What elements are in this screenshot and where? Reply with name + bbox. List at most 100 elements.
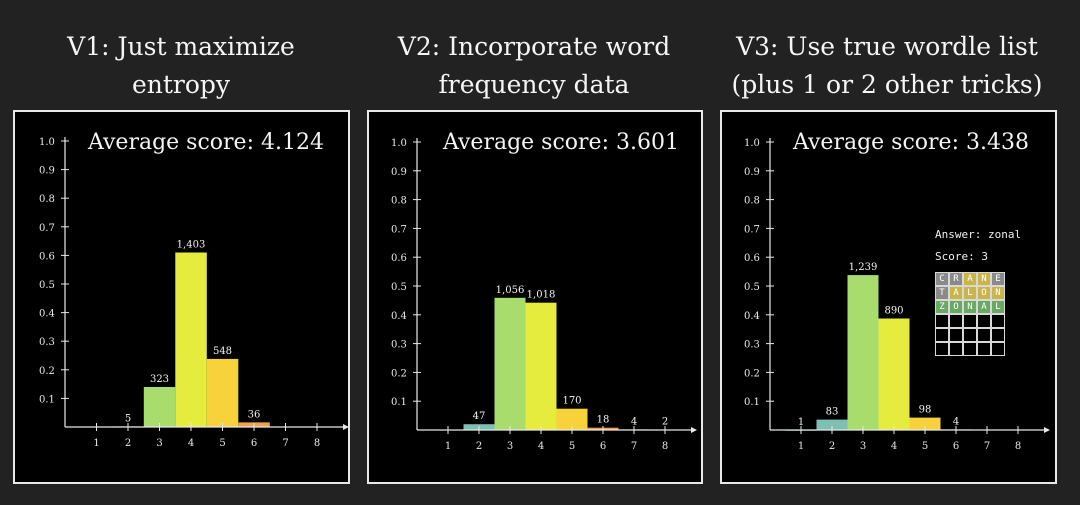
y-tick-label: 0.2 <box>744 368 760 379</box>
wordle-cell: Z <box>935 300 949 314</box>
example-answer: Answer: zonal <box>935 228 1022 241</box>
y-tick-label: 0.4 <box>744 311 760 322</box>
y-tick-label: 0.2 <box>39 366 55 377</box>
wordle-cell: A <box>963 272 977 286</box>
wordle-cell: A <box>949 286 963 300</box>
bar-2 <box>816 419 848 430</box>
x-tick-label: 6 <box>953 441 959 452</box>
x-tick-label: 2 <box>476 441 482 452</box>
count-label: 323 <box>150 374 169 385</box>
chart-panel-v3: Average score: 3.438 0.1 0.2 0.3 0.4 0.5 0.6 0… <box>720 110 1057 484</box>
count-label: 890 <box>884 306 903 317</box>
count-label: 18 <box>597 415 610 426</box>
y-tick-label: 0.6 <box>744 253 760 264</box>
wordle-cell <box>949 342 963 356</box>
count-label: 4 <box>953 416 959 427</box>
y-tick-label: 0.8 <box>744 196 760 207</box>
y-tick-label: 0.9 <box>391 167 407 178</box>
y-tick-label: 0.1 <box>744 397 760 408</box>
bar-4 <box>525 302 557 430</box>
wordle-cell: A <box>977 300 991 314</box>
wordle-cell: O <box>977 286 991 300</box>
histogram-v3: 0.1 0.2 0.3 0.4 0.5 0.6 0.7 0.8 0.9 1.0 1 2 3 4 5 6 7 8 Sc… <box>744 138 1050 452</box>
y-tick-label: 0.6 <box>39 251 55 262</box>
wordle-cell: E <box>991 272 1005 286</box>
y-tick-label: 0.2 <box>391 368 407 379</box>
wordle-cell <box>935 342 949 356</box>
wordle-cell: N <box>991 286 1005 300</box>
y-tick-label: 1.0 <box>744 138 760 149</box>
y-tick-label: 0.3 <box>744 340 760 351</box>
y-tick-label: 0.1 <box>391 397 407 408</box>
y-tick-label: 0.3 <box>391 340 407 351</box>
wordle-cell <box>949 328 963 342</box>
bar-3 <box>494 297 526 430</box>
y-tick-label: 0.8 <box>391 196 407 207</box>
x-tick-label: 7 <box>631 441 637 452</box>
wordle-cell <box>991 314 1005 328</box>
chart-panel-v2: Average score: 3.601 0.1 0.2 0.3 0.4 0.5 0.6 0… <box>367 110 703 484</box>
x-tick-label: 3 <box>156 438 162 449</box>
x-tick-label: 7 <box>984 441 990 452</box>
x-tick-label: 2 <box>829 441 835 452</box>
bar-4 <box>878 318 910 430</box>
count-label: 98 <box>919 405 932 416</box>
wordle-cell: N <box>977 272 991 286</box>
bar-4 <box>175 252 207 427</box>
count-label: 548 <box>213 346 232 357</box>
average-score-v1: Average score: 4.124 <box>88 130 324 155</box>
x-tick-label: 2 <box>125 438 131 449</box>
wordle-cell <box>949 314 963 328</box>
column-title-v3: V3: Use true wordle list (plus 1 or 2 ot… <box>731 32 1043 99</box>
x-tick-label: 3 <box>507 441 513 452</box>
x-axis-arrow <box>343 424 348 430</box>
y-tick-label: 0.8 <box>39 194 55 205</box>
count-label: 1,403 <box>177 240 206 251</box>
example-score: Score: 3 <box>935 250 988 263</box>
wordle-cell <box>991 342 1005 356</box>
y-tick-label: 0.9 <box>744 167 760 178</box>
x-tick-label: 5 <box>922 441 928 452</box>
x-tick-label: 5 <box>569 441 575 452</box>
wordle-cell <box>977 328 991 342</box>
y-tick-label: 0.4 <box>391 311 407 322</box>
y-tick-label: 1.0 <box>391 138 407 149</box>
x-tick-label: 4 <box>538 441 544 452</box>
x-tick-label: 7 <box>282 438 288 449</box>
x-tick-label: 6 <box>251 438 257 449</box>
bar-3 <box>143 387 176 427</box>
x-tick-label: 4 <box>891 441 897 452</box>
count-label: 36 <box>248 409 261 420</box>
y-tick-label: 0.5 <box>391 282 407 293</box>
count-label: 1,239 <box>849 262 878 273</box>
count-label: 1,056 <box>496 285 525 296</box>
count-label: 1,018 <box>527 290 556 301</box>
count-label: 4 <box>631 416 637 427</box>
wordle-cell: N <box>963 300 977 314</box>
x-tick-label: 1 <box>798 441 804 452</box>
x-tick-label: 4 <box>188 438 194 449</box>
y-tick-label: 0.7 <box>744 224 760 235</box>
wordle-cell <box>935 314 949 328</box>
bar-5 <box>556 408 588 430</box>
bar-5 <box>206 358 239 427</box>
wordle-cell: L <box>991 300 1005 314</box>
y-tick-label: 1.0 <box>39 137 55 148</box>
column-title-v1: V1: Just maximize entropy <box>67 32 295 99</box>
x-tick-label: 8 <box>662 441 668 452</box>
wordle-cell: L <box>963 286 977 300</box>
y-tick-label: 0.5 <box>39 280 55 291</box>
wordle-cell: O <box>949 300 963 314</box>
y-tick-label: 0.7 <box>39 223 55 234</box>
x-tick-label: 6 <box>600 441 606 452</box>
x-tick-label: 5 <box>219 438 225 449</box>
x-tick-label: 3 <box>860 441 866 452</box>
y-tick-label: 0.1 <box>39 394 55 405</box>
histogram-v2: 0.10.20.30.40.50.60.70.80.91.012345678Sc… <box>391 138 697 452</box>
count-label: 1 <box>798 417 804 428</box>
x-tick-label: 1 <box>93 438 99 449</box>
wordle-cell <box>963 342 977 356</box>
count-label: 5 <box>125 413 131 424</box>
count-label: 170 <box>562 396 581 407</box>
bar-5 <box>909 417 941 430</box>
